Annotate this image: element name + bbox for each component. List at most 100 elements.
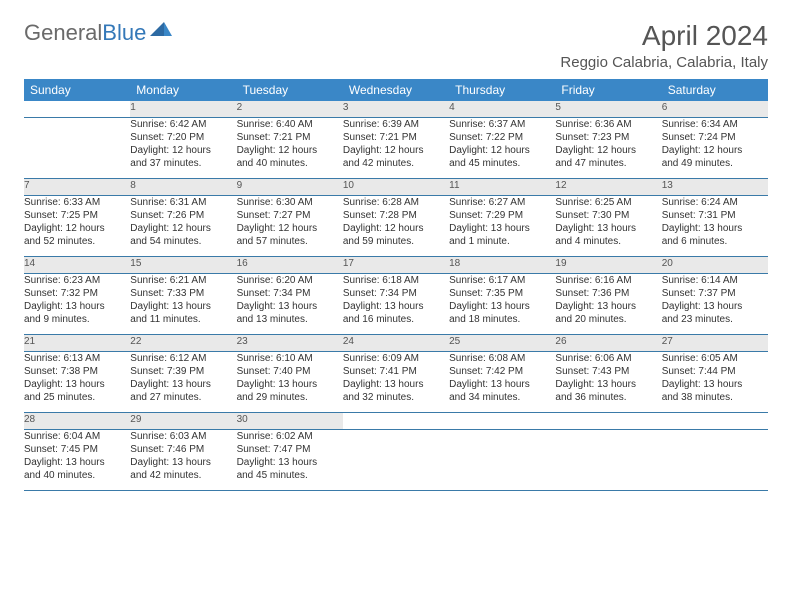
day-cell: Sunrise: 6:28 AMSunset: 7:28 PMDaylight:…	[343, 196, 449, 257]
day-cell: Sunrise: 6:12 AMSunset: 7:39 PMDaylight:…	[130, 352, 236, 413]
day-cell: Sunrise: 6:36 AMSunset: 7:23 PMDaylight:…	[555, 118, 661, 179]
calendar-table: Sunday Monday Tuesday Wednesday Thursday…	[24, 79, 768, 491]
daylight-text: and 11 minutes.	[130, 313, 236, 326]
sunrise-text: Sunrise: 6:34 AM	[662, 118, 768, 131]
day-number: 30	[237, 413, 343, 430]
daylight-text: Daylight: 12 hours	[130, 222, 236, 235]
day-cell-text: Sunrise: 6:14 AMSunset: 7:37 PMDaylight:…	[662, 274, 768, 326]
daylight-text: and 9 minutes.	[24, 313, 130, 326]
day-cell	[343, 430, 449, 491]
daylight-text: Daylight: 13 hours	[449, 300, 555, 313]
day-content-row: Sunrise: 6:04 AMSunset: 7:45 PMDaylight:…	[24, 430, 768, 491]
daylight-text: and 40 minutes.	[237, 157, 343, 170]
daylight-text: and 49 minutes.	[662, 157, 768, 170]
day-cell: Sunrise: 6:20 AMSunset: 7:34 PMDaylight:…	[237, 274, 343, 335]
sunrise-text: Sunrise: 6:42 AM	[130, 118, 236, 131]
day-cell-text: Sunrise: 6:39 AMSunset: 7:21 PMDaylight:…	[343, 118, 449, 170]
day-cell-text: Sunrise: 6:34 AMSunset: 7:24 PMDaylight:…	[662, 118, 768, 170]
day-number: 10	[343, 179, 449, 196]
month-title: April 2024	[560, 20, 768, 52]
day-cell: Sunrise: 6:18 AMSunset: 7:34 PMDaylight:…	[343, 274, 449, 335]
daylight-text: Daylight: 12 hours	[24, 222, 130, 235]
sunset-text: Sunset: 7:42 PM	[449, 365, 555, 378]
day-number: 22	[130, 335, 236, 352]
day-cell	[449, 430, 555, 491]
day-cell-text: Sunrise: 6:42 AMSunset: 7:20 PMDaylight:…	[130, 118, 236, 170]
sunrise-text: Sunrise: 6:02 AM	[237, 430, 343, 443]
daylight-text: and 27 minutes.	[130, 391, 236, 404]
day-number: 3	[343, 101, 449, 118]
daylight-text: Daylight: 13 hours	[449, 222, 555, 235]
daylight-text: and 6 minutes.	[662, 235, 768, 248]
sunrise-text: Sunrise: 6:05 AM	[662, 352, 768, 365]
day-cell-text: Sunrise: 6:08 AMSunset: 7:42 PMDaylight:…	[449, 352, 555, 404]
sunrise-text: Sunrise: 6:03 AM	[130, 430, 236, 443]
sunrise-text: Sunrise: 6:10 AM	[237, 352, 343, 365]
daylight-text: Daylight: 13 hours	[130, 456, 236, 469]
daylight-text: Daylight: 13 hours	[237, 378, 343, 391]
sunset-text: Sunset: 7:40 PM	[237, 365, 343, 378]
day-cell-text: Sunrise: 6:02 AMSunset: 7:47 PMDaylight:…	[237, 430, 343, 482]
day-cell-text: Sunrise: 6:13 AMSunset: 7:38 PMDaylight:…	[24, 352, 130, 404]
daylight-text: and 36 minutes.	[555, 391, 661, 404]
day-cell-text: Sunrise: 6:05 AMSunset: 7:44 PMDaylight:…	[662, 352, 768, 404]
day-cell-text: Sunrise: 6:37 AMSunset: 7:22 PMDaylight:…	[449, 118, 555, 170]
logo-word-1: General	[24, 20, 102, 45]
daylight-text: and 45 minutes.	[449, 157, 555, 170]
sunrise-text: Sunrise: 6:06 AM	[555, 352, 661, 365]
day-cell: Sunrise: 6:23 AMSunset: 7:32 PMDaylight:…	[24, 274, 130, 335]
sunset-text: Sunset: 7:30 PM	[555, 209, 661, 222]
daylight-text: Daylight: 13 hours	[24, 378, 130, 391]
daylight-text: and 29 minutes.	[237, 391, 343, 404]
day-number	[24, 101, 130, 118]
weekday-header: Tuesday	[237, 79, 343, 101]
daylight-text: and 25 minutes.	[24, 391, 130, 404]
day-number: 26	[555, 335, 661, 352]
daylight-text: and 13 minutes.	[237, 313, 343, 326]
day-number: 24	[343, 335, 449, 352]
daylight-text: and 45 minutes.	[237, 469, 343, 482]
sunset-text: Sunset: 7:21 PM	[343, 131, 449, 144]
sunset-text: Sunset: 7:45 PM	[24, 443, 130, 456]
daylight-text: Daylight: 13 hours	[130, 300, 236, 313]
day-cell: Sunrise: 6:27 AMSunset: 7:29 PMDaylight:…	[449, 196, 555, 257]
day-cell-text: Sunrise: 6:40 AMSunset: 7:21 PMDaylight:…	[237, 118, 343, 170]
daylight-text: and 57 minutes.	[237, 235, 343, 248]
day-cell-text: Sunrise: 6:04 AMSunset: 7:45 PMDaylight:…	[24, 430, 130, 482]
day-cell: Sunrise: 6:14 AMSunset: 7:37 PMDaylight:…	[662, 274, 768, 335]
daylight-text: and 42 minutes.	[343, 157, 449, 170]
daylight-text: Daylight: 12 hours	[662, 144, 768, 157]
daylight-text: Daylight: 13 hours	[237, 300, 343, 313]
day-number: 4	[449, 101, 555, 118]
daylight-text: and 16 minutes.	[343, 313, 449, 326]
day-number-row: 282930	[24, 413, 768, 430]
day-number: 17	[343, 257, 449, 274]
sunrise-text: Sunrise: 6:24 AM	[662, 196, 768, 209]
day-cell-text: Sunrise: 6:21 AMSunset: 7:33 PMDaylight:…	[130, 274, 236, 326]
day-cell: Sunrise: 6:06 AMSunset: 7:43 PMDaylight:…	[555, 352, 661, 413]
day-cell: Sunrise: 6:25 AMSunset: 7:30 PMDaylight:…	[555, 196, 661, 257]
day-cell-text: Sunrise: 6:18 AMSunset: 7:34 PMDaylight:…	[343, 274, 449, 326]
sunrise-text: Sunrise: 6:37 AM	[449, 118, 555, 131]
daylight-text: Daylight: 12 hours	[130, 144, 236, 157]
daylight-text: Daylight: 13 hours	[555, 222, 661, 235]
daylight-text: and 59 minutes.	[343, 235, 449, 248]
sunset-text: Sunset: 7:38 PM	[24, 365, 130, 378]
day-number-row: 123456	[24, 101, 768, 118]
sunrise-text: Sunrise: 6:18 AM	[343, 274, 449, 287]
sunset-text: Sunset: 7:24 PM	[662, 131, 768, 144]
daylight-text: Daylight: 13 hours	[24, 300, 130, 313]
day-number-row: 78910111213	[24, 179, 768, 196]
sunset-text: Sunset: 7:20 PM	[130, 131, 236, 144]
day-number: 20	[662, 257, 768, 274]
day-number: 15	[130, 257, 236, 274]
logo-word-2: Blue	[102, 20, 146, 45]
day-cell-text: Sunrise: 6:36 AMSunset: 7:23 PMDaylight:…	[555, 118, 661, 170]
daylight-text: Daylight: 12 hours	[555, 144, 661, 157]
daylight-text: and 18 minutes.	[449, 313, 555, 326]
day-number: 9	[237, 179, 343, 196]
day-number: 14	[24, 257, 130, 274]
day-number: 29	[130, 413, 236, 430]
sunset-text: Sunset: 7:32 PM	[24, 287, 130, 300]
sunset-text: Sunset: 7:46 PM	[130, 443, 236, 456]
